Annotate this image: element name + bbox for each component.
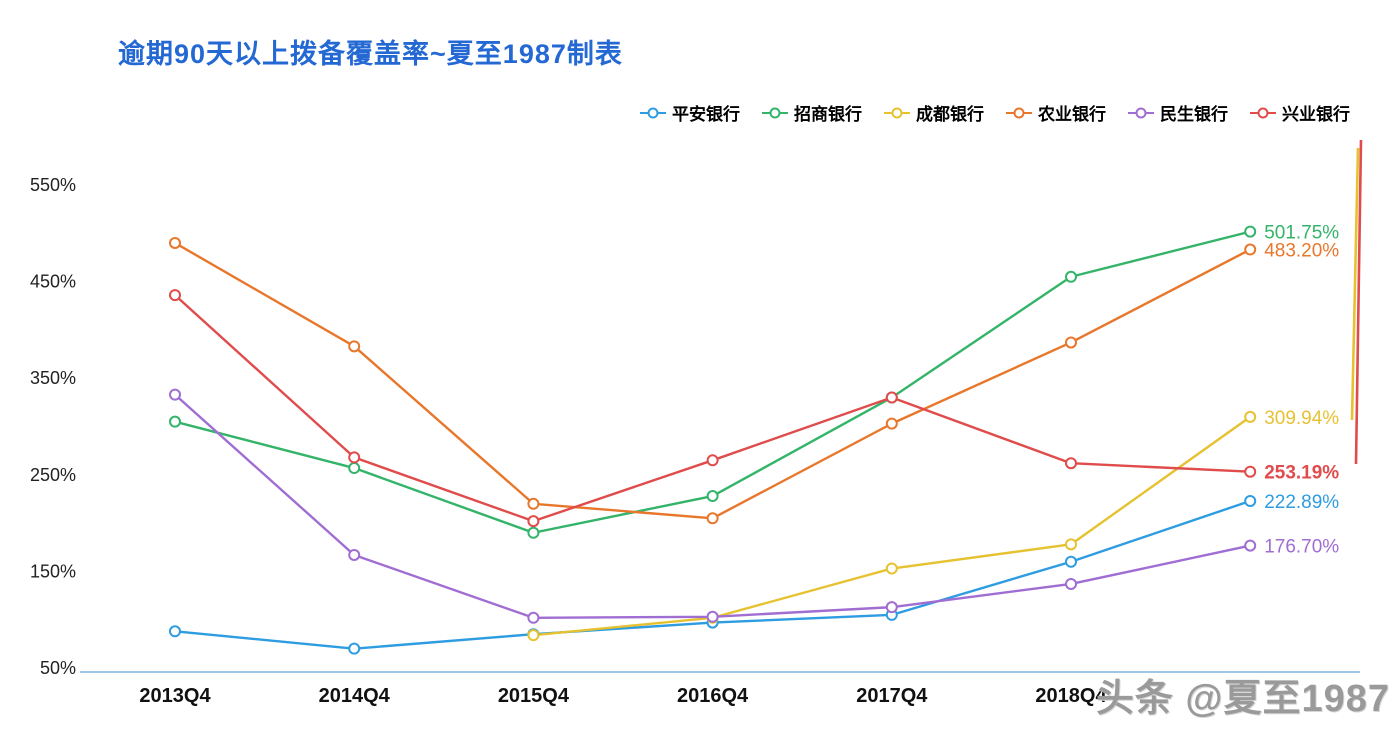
data-point-农业银行-2014Q4[interactable]: [348, 340, 361, 353]
data-point-民生银行-2015Q4[interactable]: [527, 611, 540, 624]
legend-line-marker-icon: [1128, 107, 1154, 118]
legend-item-label: 农业银行: [1038, 105, 1106, 124]
data-point-平安银行-2013Q4[interactable]: [169, 625, 181, 638]
legend-line-marker-icon: [884, 107, 910, 118]
series-line-农业银行: [174, 241, 1251, 520]
data-point-民生银行-2018Q4[interactable]: [1065, 577, 1077, 590]
data-point-民生银行-2013Q4[interactable]: [169, 388, 181, 401]
data-point-平安银行-2014Q4[interactable]: [348, 642, 361, 655]
y-axis-tick-label: 50%: [40, 658, 76, 678]
chart-title: 逾期90天以上拨备覆盖率~夏至1987制表: [118, 39, 623, 69]
legend-item-平安银行[interactable]: 平安银行: [640, 100, 740, 125]
legend-circle-icon: [891, 107, 903, 118]
end-label-平安银行: 222.89%: [1264, 492, 1339, 513]
series-line-招商银行: [174, 230, 1251, 534]
clipped-edge-line-成都银行: [1350, 147, 1360, 421]
legend-item-民生银行[interactable]: 民生银行: [1128, 100, 1228, 125]
data-point-民生银行-last[interactable]: [1244, 539, 1257, 552]
data-point-农业银行-2015Q4[interactable]: [527, 497, 540, 510]
data-point-平安银行-2018Q4[interactable]: [1065, 555, 1077, 568]
data-point-农业银行-2018Q4[interactable]: [1065, 336, 1077, 349]
end-label-农业银行: 483.20%: [1264, 241, 1339, 262]
data-point-成都银行-2017Q4[interactable]: [885, 562, 898, 575]
legend-item-label: 民生银行: [1160, 105, 1228, 124]
legend-circle-icon: [1257, 107, 1269, 118]
legend-circle-icon: [1135, 107, 1147, 118]
data-point-兴业银行-last[interactable]: [1244, 465, 1257, 478]
legend-item-label: 招商银行: [794, 105, 862, 124]
x-axis-tick-label: 2018Q4: [1035, 685, 1107, 707]
legend-circle-icon: [769, 107, 781, 118]
legend-item-label: 兴业银行: [1282, 105, 1350, 124]
end-label-招商银行: 501.75%: [1264, 223, 1339, 244]
legend-item-成都银行[interactable]: 成都银行: [884, 100, 984, 125]
data-point-兴业银行-2017Q4[interactable]: [885, 391, 898, 404]
data-point-成都银行-2015Q4[interactable]: [527, 629, 540, 642]
data-point-成都银行-last[interactable]: [1244, 410, 1257, 423]
legend-line-marker-icon: [762, 107, 788, 118]
x-axis-tick-label: 2016Q4: [677, 685, 749, 707]
series-line-兴业银行: [174, 294, 1251, 523]
data-point-招商银行-2015Q4[interactable]: [527, 526, 540, 539]
data-point-兴业银行-2014Q4[interactable]: [348, 451, 361, 464]
data-point-农业银行-2016Q4[interactable]: [706, 512, 719, 525]
clipped-edge-line-兴业银行: [1354, 139, 1363, 465]
x-axis-tick-label: 2013Q4: [139, 685, 211, 707]
data-point-农业银行-last[interactable]: [1244, 243, 1257, 256]
legend-line-marker-icon: [640, 107, 666, 118]
y-axis-tick-label: 150%: [30, 561, 76, 581]
data-point-民生银行-2016Q4[interactable]: [706, 610, 719, 623]
data-point-平安银行-last[interactable]: [1244, 494, 1257, 507]
data-point-兴业银行-2015Q4[interactable]: [527, 515, 540, 528]
y-axis-tick-label: 550%: [30, 175, 76, 195]
end-label-成都银行: 309.94%: [1264, 408, 1339, 429]
data-point-兴业银行-2013Q4[interactable]: [169, 289, 181, 302]
x-axis-tick-label: 2014Q4: [319, 685, 391, 707]
legend-circle-icon: [1013, 107, 1025, 118]
legend-item-农业银行[interactable]: 农业银行: [1006, 100, 1106, 125]
x-axis-tick-label: 2015Q4: [498, 685, 570, 707]
legend-line-marker-icon: [1006, 107, 1032, 118]
legend-item-招商银行[interactable]: 招商银行: [762, 100, 862, 125]
data-point-民生银行-2017Q4[interactable]: [885, 601, 898, 614]
y-axis-tick-label: 450%: [30, 272, 76, 292]
series-line-民生银行: [174, 393, 1251, 619]
y-axis-tick-label: 250%: [30, 465, 76, 485]
data-point-民生银行-2014Q4[interactable]: [348, 548, 361, 561]
legend-circle-icon: [647, 107, 659, 118]
data-point-兴业银行-2018Q4[interactable]: [1065, 457, 1077, 470]
end-label-兴业银行: 253.19%: [1264, 463, 1339, 484]
legend-line-marker-icon: [1250, 107, 1276, 118]
x-axis-tick-label: 2017Q4: [856, 685, 928, 707]
data-point-招商银行-2018Q4[interactable]: [1065, 270, 1077, 283]
legend: 平安银行 招商银行 成都银行 农业银行 民生银行 兴业银行: [640, 100, 1350, 125]
data-point-招商银行-2014Q4[interactable]: [348, 462, 361, 475]
data-point-招商银行-last[interactable]: [1244, 225, 1257, 238]
end-label-民生银行: 176.70%: [1264, 537, 1339, 558]
data-point-农业银行-2017Q4[interactable]: [885, 417, 898, 430]
data-point-兴业银行-2016Q4[interactable]: [706, 454, 719, 467]
data-point-招商银行-2013Q4[interactable]: [169, 415, 181, 428]
data-point-成都银行-2018Q4[interactable]: [1065, 538, 1077, 551]
y-axis-tick-label: 350%: [30, 368, 76, 388]
data-point-农业银行-2013Q4[interactable]: [169, 236, 181, 249]
data-point-招商银行-2016Q4[interactable]: [706, 490, 719, 503]
legend-item-label: 成都银行: [916, 105, 984, 124]
legend-item-label: 平安银行: [672, 105, 740, 124]
watermark: 头条 @夏至1987: [1095, 678, 1390, 720]
legend-item-兴业银行[interactable]: 兴业银行: [1250, 100, 1350, 125]
